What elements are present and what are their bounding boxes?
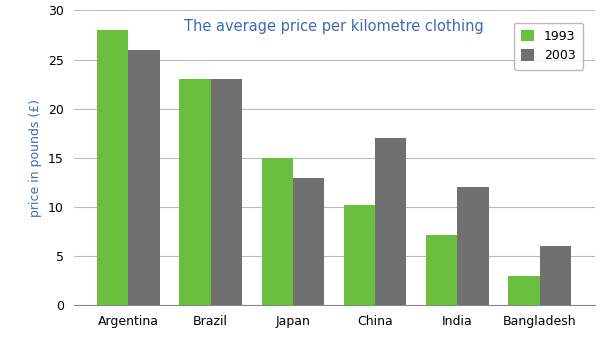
Bar: [293, 178, 324, 305]
Bar: [129, 50, 160, 305]
Legend: 1993, 2003: 1993, 2003: [514, 23, 583, 70]
Text: The average price per kilometre clothing: The average price per kilometre clothing: [185, 19, 484, 34]
Bar: [180, 79, 211, 305]
Bar: [539, 246, 571, 305]
Bar: [262, 158, 293, 305]
Bar: [375, 138, 406, 305]
Bar: [211, 79, 242, 305]
Bar: [426, 235, 457, 305]
Y-axis label: price in pounds (£): price in pounds (£): [29, 99, 42, 217]
Bar: [344, 205, 375, 305]
Bar: [508, 276, 539, 305]
Bar: [457, 187, 489, 305]
Bar: [97, 30, 129, 305]
